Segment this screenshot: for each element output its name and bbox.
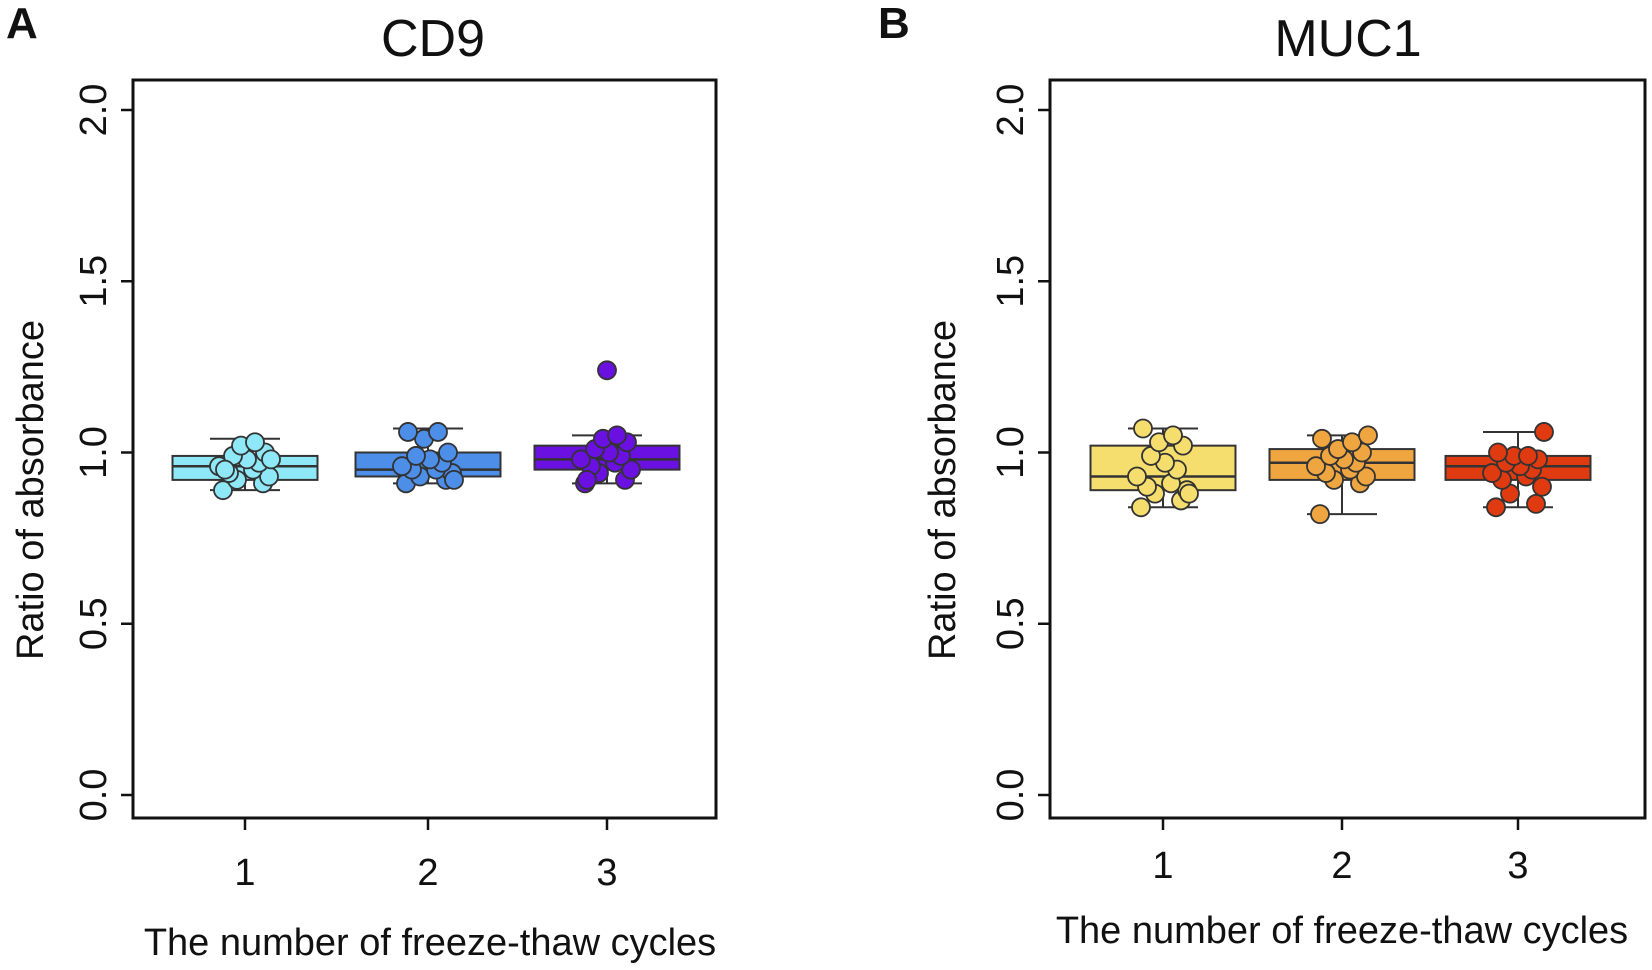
y-axis-label-a: Ratio of absorbance (10, 320, 52, 660)
data-point (261, 449, 281, 470)
y-tick-label: 1.5 (73, 255, 115, 308)
panel-letter-a: A (6, 0, 38, 48)
x-tick-label: 2 (1331, 845, 1352, 887)
plot-frame-b (1048, 78, 1647, 820)
data-point (1131, 497, 1151, 518)
outlier-point (597, 360, 617, 381)
chart-title-cd9: CD9 (381, 10, 485, 68)
data-point (245, 432, 265, 453)
y-tick-label: 1.0 (73, 426, 115, 479)
data-point (1163, 425, 1183, 446)
y-tick-label: 0.0 (73, 769, 115, 822)
box-group-2 (354, 422, 502, 494)
box-group-1 (171, 432, 319, 501)
x-tick-label: 1 (1152, 845, 1173, 887)
boxes-b (1089, 418, 1592, 525)
box-group-2 (1268, 425, 1416, 525)
panel-a: A CD9 0.0 0.5 1.0 1.5 2.0 1 2 3 The number of … (6, 0, 718, 964)
x-axis-a: 1 2 3 (234, 818, 618, 894)
panel-b: B MUC1 0.0 0.5 1.0 1.5 2.0 1 2 3 The number of… (878, 0, 1647, 952)
x-tick-label: 2 (417, 852, 438, 894)
data-point (1532, 476, 1552, 497)
data-point (1312, 428, 1332, 449)
box-group-1 (1089, 418, 1237, 518)
data-point (392, 456, 412, 477)
data-point (1310, 504, 1330, 525)
data-point (215, 459, 235, 480)
data-point (428, 422, 448, 442)
box-group-3 (1444, 422, 1592, 518)
data-point (1358, 425, 1378, 446)
data-point (577, 469, 597, 490)
y-tick-label: 0.5 (990, 597, 1032, 650)
y-tick-label: 0.5 (73, 597, 115, 650)
data-point (571, 449, 591, 470)
x-axis-label-a: The number of freeze-thaw cycles (144, 922, 716, 964)
y-axis-label-b: Ratio of absorbance (922, 320, 964, 660)
data-point (1482, 463, 1502, 483)
y-tick-label: 0.0 (990, 769, 1032, 822)
data-point (607, 425, 627, 446)
data-point (1179, 483, 1199, 504)
x-tick-label: 1 (234, 852, 255, 894)
data-point (1486, 497, 1506, 518)
data-point (398, 422, 418, 442)
box-group-3 (533, 360, 681, 494)
y-tick-label: 2.0 (990, 84, 1032, 137)
boxes-a (171, 360, 681, 501)
data-point (1518, 446, 1538, 466)
data-point (1133, 418, 1153, 439)
panel-letter-b: B (878, 0, 910, 48)
y-axis-a: 0.0 0.5 1.0 1.5 2.0 (73, 84, 133, 822)
data-point (1526, 493, 1546, 514)
y-tick-label: 1.0 (990, 426, 1032, 479)
chart-title-muc1: MUC1 (1274, 10, 1421, 68)
data-point (1488, 442, 1508, 463)
x-tick-label: 3 (596, 852, 617, 894)
data-point (213, 480, 233, 501)
y-axis-b: 0.0 0.5 1.0 1.5 2.0 (990, 84, 1050, 822)
data-point (1127, 466, 1147, 487)
data-point (438, 442, 458, 463)
data-point (1306, 456, 1326, 477)
x-tick-label: 3 (1507, 845, 1528, 887)
data-point (444, 469, 464, 490)
x-axis-label-b: The number of freeze-thaw cycles (1056, 910, 1628, 952)
x-axis-b: 1 2 3 (1152, 818, 1529, 887)
y-tick-label: 1.5 (990, 255, 1032, 308)
plot-frame-a (131, 78, 718, 820)
data-point (406, 446, 426, 466)
y-tick-label: 2.0 (73, 84, 115, 137)
data-point (1534, 422, 1554, 442)
